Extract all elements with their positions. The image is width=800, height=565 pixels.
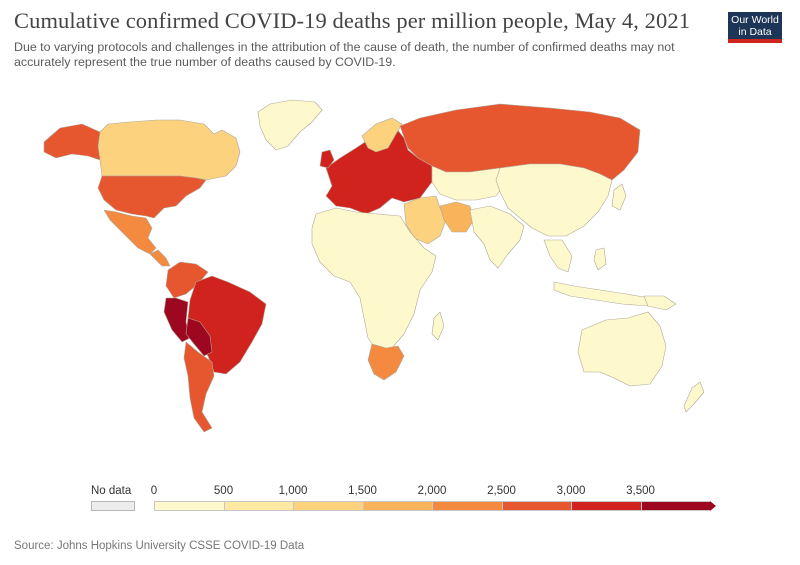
region-new-zealand[interactable]: [683, 381, 705, 413]
region-japan[interactable]: [611, 183, 627, 211]
legend-tick-label: 1,500: [348, 485, 377, 497]
region-alaska[interactable]: [43, 123, 101, 161]
legend-tick-label: 2,000: [417, 485, 447, 497]
chart-subtitle: Due to varying protocols and challenges …: [14, 40, 675, 69]
legend-tick-label: 3,500: [626, 485, 655, 497]
legend-color-scale: [154, 501, 716, 511]
region-india[interactable]: [469, 205, 525, 269]
legend-bin[interactable]: [293, 501, 363, 511]
legend-tick-label: 2,500: [487, 485, 516, 497]
legend-bin[interactable]: [501, 501, 571, 511]
region-madagascar[interactable]: [431, 311, 445, 341]
source-note[interactable]: Source: Johns Hopkins University CSSE CO…: [14, 540, 305, 552]
region-peru[interactable]: [163, 297, 191, 343]
region-south-africa[interactable]: [367, 343, 405, 381]
region-new-guinea[interactable]: [643, 295, 677, 311]
region-greenland[interactable]: [257, 99, 323, 151]
legend-bin[interactable]: [223, 501, 293, 511]
legend-no-data-label: No data: [91, 485, 132, 497]
region-united-states[interactable]: [97, 175, 207, 219]
region-uk[interactable]: [319, 149, 335, 169]
region-middle-east[interactable]: [403, 195, 447, 245]
region-bolivia[interactable]: [185, 317, 213, 357]
region-mexico[interactable]: [103, 209, 157, 255]
legend-tick-label: 3,000: [556, 485, 586, 497]
region-scandinavia[interactable]: [361, 117, 403, 153]
region-philippines[interactable]: [593, 247, 607, 271]
world-map: [43, 99, 705, 433]
region-southeast-asia[interactable]: [543, 239, 573, 273]
region-central-america[interactable]: [149, 249, 171, 267]
region-argentina[interactable]: [183, 341, 215, 433]
region-australia[interactable]: [577, 311, 667, 387]
region-iran[interactable]: [439, 201, 475, 233]
chart-title: Cumulative confirmed COVID-19 deaths per…: [14, 8, 691, 33]
legend-tick-label: 500: [213, 485, 234, 497]
region-indonesia[interactable]: [553, 281, 651, 307]
legend-tick-label: 1,000: [278, 485, 308, 497]
region-canada[interactable]: [97, 119, 241, 181]
legend-bin[interactable]: [571, 501, 641, 511]
legend-bin[interactable]: [362, 501, 432, 511]
legend-bin[interactable]: [432, 501, 502, 511]
owid-logo[interactable]: Our World in Data: [728, 12, 782, 43]
logo-line-1: Our World: [731, 14, 779, 26]
region-africa[interactable]: [311, 207, 437, 353]
region-china[interactable]: [495, 163, 613, 237]
legend-tick-label: 0: [150, 485, 158, 497]
legend-bin[interactable]: [154, 501, 224, 511]
legend-arrow: [710, 501, 716, 511]
legend-no-data-swatch[interactable]: [91, 501, 135, 511]
logo-line-2: in Data: [738, 26, 772, 38]
legend-bin[interactable]: [640, 501, 710, 511]
region-central-asia[interactable]: [431, 165, 507, 201]
